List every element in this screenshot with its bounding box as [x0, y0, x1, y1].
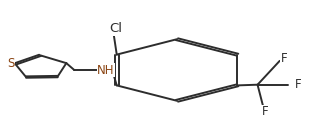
Text: S: S: [7, 57, 14, 70]
Text: F: F: [295, 78, 302, 91]
Text: F: F: [262, 105, 268, 118]
Text: F: F: [281, 52, 287, 65]
Text: NH: NH: [97, 64, 115, 76]
Text: Cl: Cl: [110, 22, 123, 35]
